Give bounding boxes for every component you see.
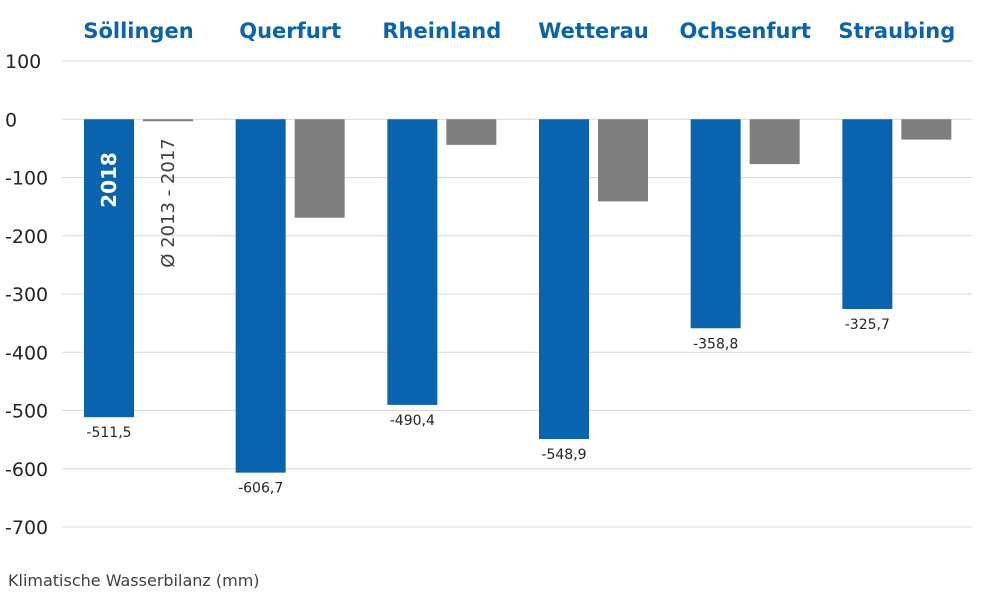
bar-2018 — [690, 119, 741, 329]
data-label: -511,5 — [86, 425, 131, 441]
bar-2018 — [387, 119, 438, 405]
bar-average — [749, 119, 800, 165]
bar-average — [598, 119, 648, 202]
category-label: Straubing — [838, 19, 955, 43]
legend: 2018 Ø 2013 - 2017 — [97, 138, 179, 267]
category-label: Rheinland — [382, 19, 501, 43]
category-label: Wetterau — [538, 19, 648, 43]
y-tick-label: 0 — [5, 109, 17, 131]
data-labels: -511,5 -606,7 -490,4 -548,9 -358,8 -325,7 — [86, 317, 889, 497]
legend-2018: 2018 — [97, 152, 121, 208]
bar-average — [446, 119, 497, 145]
bar-2018 — [235, 119, 286, 473]
bar-average — [294, 119, 345, 218]
y-tick-label: -100 — [5, 168, 48, 190]
data-label: -325,7 — [845, 317, 890, 333]
y-tick-label: -600 — [5, 459, 48, 481]
bar-average — [901, 119, 952, 140]
bar-average — [143, 119, 193, 122]
category-label: Söllingen — [83, 19, 193, 43]
category-label: Querfurt — [239, 19, 341, 43]
data-label: -358,8 — [693, 336, 738, 352]
y-tick-label: -400 — [5, 342, 48, 364]
y-axis-label: Klimatische Wasserbilanz (mm) — [8, 571, 260, 590]
data-label: -606,7 — [238, 481, 283, 497]
y-tick-label: -500 — [5, 401, 48, 423]
y-tick-label: -200 — [5, 226, 48, 248]
data-label: -490,4 — [390, 413, 435, 429]
bar-2018 — [539, 119, 589, 439]
bar-2018 — [842, 119, 893, 309]
y-axis-ticks: 100 0 -100 -200 -300 -400 -500 -600 -700 — [5, 51, 48, 539]
bars — [84, 119, 952, 473]
data-label: -548,9 — [541, 447, 586, 463]
category-label: Ochsenfurt — [679, 19, 810, 43]
legend-average: Ø 2013 - 2017 — [158, 138, 179, 267]
bar-2018 — [84, 119, 134, 418]
y-tick-label: -300 — [5, 284, 48, 306]
y-tick-label: 100 — [5, 51, 41, 73]
y-tick-label: -700 — [5, 517, 48, 539]
category-labels: Söllingen Querfurt Rheinland Wetterau Ochsen… — [83, 19, 955, 43]
gridlines — [62, 60, 972, 528]
